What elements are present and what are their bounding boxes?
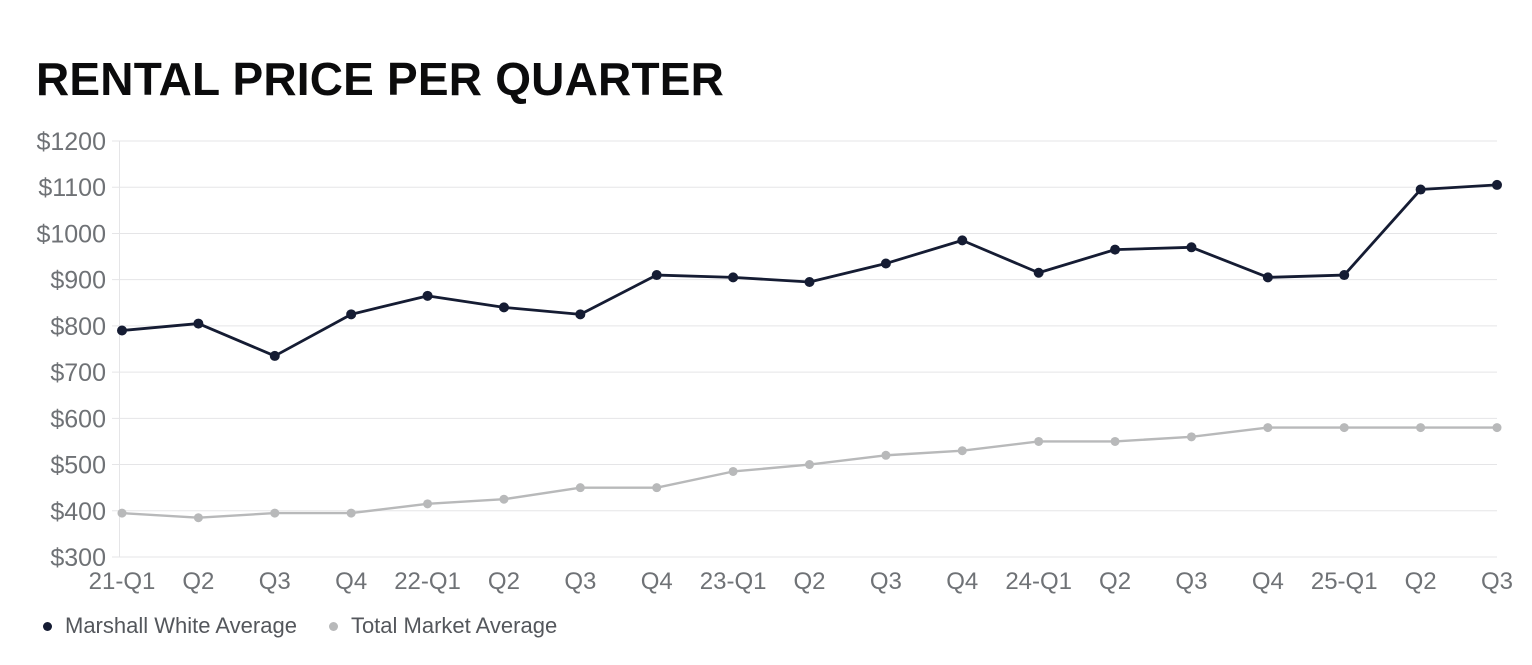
data-point bbox=[1262, 272, 1273, 283]
x-axis-label: Q3 bbox=[870, 568, 902, 595]
data-point bbox=[881, 450, 891, 460]
data-point bbox=[498, 302, 509, 313]
data-point bbox=[575, 309, 586, 320]
legend-item-marshall-white: Marshall White Average bbox=[43, 612, 297, 640]
x-axis-label: Q2 bbox=[488, 568, 520, 595]
data-point bbox=[1415, 184, 1426, 195]
data-point bbox=[269, 350, 280, 361]
data-point bbox=[422, 290, 433, 301]
data-point bbox=[117, 508, 127, 518]
chart-legend: Marshall White Average Total Market Aver… bbox=[43, 612, 557, 640]
y-axis-label: $500 bbox=[50, 452, 106, 480]
data-point bbox=[1263, 423, 1273, 433]
data-point bbox=[1186, 432, 1196, 442]
y-axis-label: $600 bbox=[50, 405, 106, 433]
data-point bbox=[880, 258, 891, 269]
data-point bbox=[1110, 244, 1121, 255]
data-point bbox=[957, 235, 968, 246]
y-axis-label: $300 bbox=[50, 544, 106, 572]
legend-dot-total-market bbox=[328, 621, 338, 631]
y-axis-label: $1100 bbox=[38, 174, 106, 202]
data-point bbox=[1339, 423, 1349, 433]
data-point bbox=[575, 483, 585, 493]
x-axis-label: Q4 bbox=[1252, 568, 1284, 595]
data-point bbox=[652, 483, 662, 493]
line-chart: $1200 $1100 $1000 $900 $800 $700 $600 $500 $400 $… bbox=[36, 128, 1513, 595]
data-point bbox=[1186, 242, 1197, 253]
series-line-0 bbox=[120, 183, 1499, 358]
data-point bbox=[346, 508, 356, 518]
data-point bbox=[804, 276, 815, 287]
x-axis-label: Q4 bbox=[641, 568, 673, 595]
y-axis-label: $1200 bbox=[36, 128, 106, 156]
x-axis-label: Q3 bbox=[564, 568, 596, 595]
x-axis-label: Q2 bbox=[1099, 568, 1131, 595]
x-axis-label: Q2 bbox=[793, 568, 825, 595]
data-point bbox=[728, 466, 738, 476]
legend-dot-marshall-white bbox=[43, 621, 52, 631]
x-axis-label: 21-Q1 bbox=[89, 568, 156, 595]
data-point bbox=[1034, 436, 1044, 446]
x-axis-label: Q3 bbox=[1481, 568, 1513, 595]
x-axis-label: 22-Q1 bbox=[394, 568, 461, 595]
x-axis-label: Q2 bbox=[182, 568, 214, 595]
x-axis-label: Q3 bbox=[259, 568, 291, 595]
data-point bbox=[1033, 267, 1044, 278]
data-point bbox=[1492, 179, 1502, 190]
x-axis-label: 24-Q1 bbox=[1005, 568, 1072, 595]
y-axis-label: $700 bbox=[50, 359, 106, 387]
legend-label-total-market: Total Market Average bbox=[350, 613, 558, 638]
data-point bbox=[270, 508, 280, 518]
x-axis-label: Q4 bbox=[335, 568, 367, 595]
data-point bbox=[117, 325, 127, 336]
data-point bbox=[728, 272, 739, 283]
data-point bbox=[805, 460, 814, 470]
x-axis-label: 25-Q1 bbox=[1311, 568, 1378, 595]
y-axis-label: $400 bbox=[50, 498, 106, 526]
series-line-1 bbox=[120, 426, 1499, 519]
data-point bbox=[499, 494, 509, 504]
x-axis-label: 23-Q1 bbox=[700, 568, 767, 595]
data-point bbox=[193, 318, 204, 329]
x-axis-label: Q4 bbox=[946, 568, 978, 595]
data-point bbox=[651, 270, 662, 281]
data-point bbox=[957, 446, 967, 456]
y-axis-label: $800 bbox=[50, 313, 106, 341]
data-point bbox=[346, 309, 357, 320]
legend-label-marshall-white: Marshall White Average bbox=[65, 613, 297, 638]
chart-title: RENTAL PRICE PER QUARTER bbox=[36, 53, 725, 105]
data-point bbox=[1416, 423, 1426, 433]
y-axis-label: $1000 bbox=[36, 220, 106, 248]
data-point bbox=[1492, 423, 1502, 433]
x-axis-label: Q2 bbox=[1405, 568, 1437, 595]
legend-item-total-market: Total Market Average bbox=[328, 612, 558, 640]
x-axis-label: Q3 bbox=[1175, 568, 1207, 595]
data-point bbox=[1339, 270, 1350, 281]
data-point bbox=[423, 499, 433, 509]
data-point bbox=[1110, 436, 1120, 446]
data-point bbox=[193, 513, 203, 523]
y-axis-label: $900 bbox=[50, 267, 106, 295]
